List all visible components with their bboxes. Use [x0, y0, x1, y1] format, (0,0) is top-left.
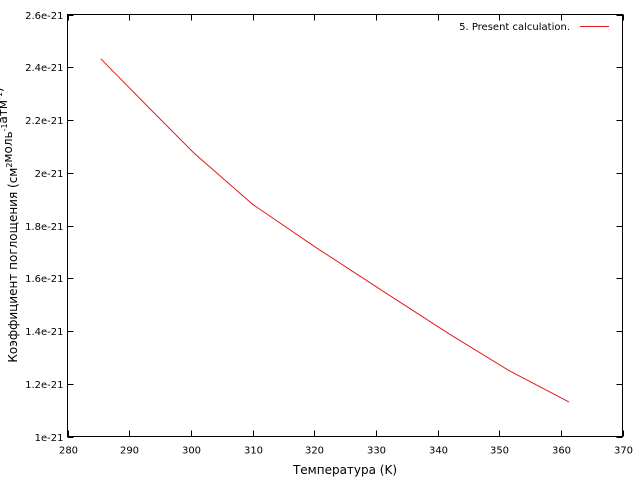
y-axis-label: Коэффициент поглощения (см2моль-1атм-1): [0, 87, 20, 362]
series-layer: [100, 58, 570, 403]
x-tick-label: 370: [614, 446, 633, 457]
plot-frame: [67, 14, 623, 437]
y-tick-label: 1.2e-21: [25, 380, 63, 391]
y-tick-label: 1.8e-21: [25, 222, 63, 233]
tick-labels: 280 290 300 310 320 330 340 350 360 370 1e-21 1.2e-…: [25, 11, 633, 457]
y-tick-label: 1.4e-21: [25, 327, 63, 338]
legend-label: 5. Present calculation.: [459, 22, 570, 33]
y-tick-label: 2.6e-21: [25, 11, 63, 22]
axis-ticks: [67, 14, 624, 438]
x-axis-label: Температура (K): [292, 463, 397, 477]
x-tick-label: 310: [244, 446, 263, 457]
x-tick-label: 300: [182, 446, 201, 457]
y-tick-label: 2e-21: [35, 169, 64, 180]
legend: 5. Present calculation.: [459, 22, 609, 33]
x-tick-label: 290: [120, 446, 139, 457]
x-tick-label: 360: [552, 446, 571, 457]
y-tick-label: 1e-21: [35, 433, 64, 444]
x-tick-label: 350: [490, 446, 509, 457]
x-tick-label: 330: [367, 446, 386, 457]
y-tick-label: 2.2e-21: [25, 116, 63, 127]
series-line-1: [100, 58, 570, 403]
y-tick-label: 1.6e-21: [25, 274, 63, 285]
x-tick-label: 280: [59, 446, 78, 457]
y-tick-label: 2.4e-21: [25, 63, 63, 74]
x-tick-label: 320: [305, 446, 324, 457]
x-tick-label: 340: [429, 446, 448, 457]
